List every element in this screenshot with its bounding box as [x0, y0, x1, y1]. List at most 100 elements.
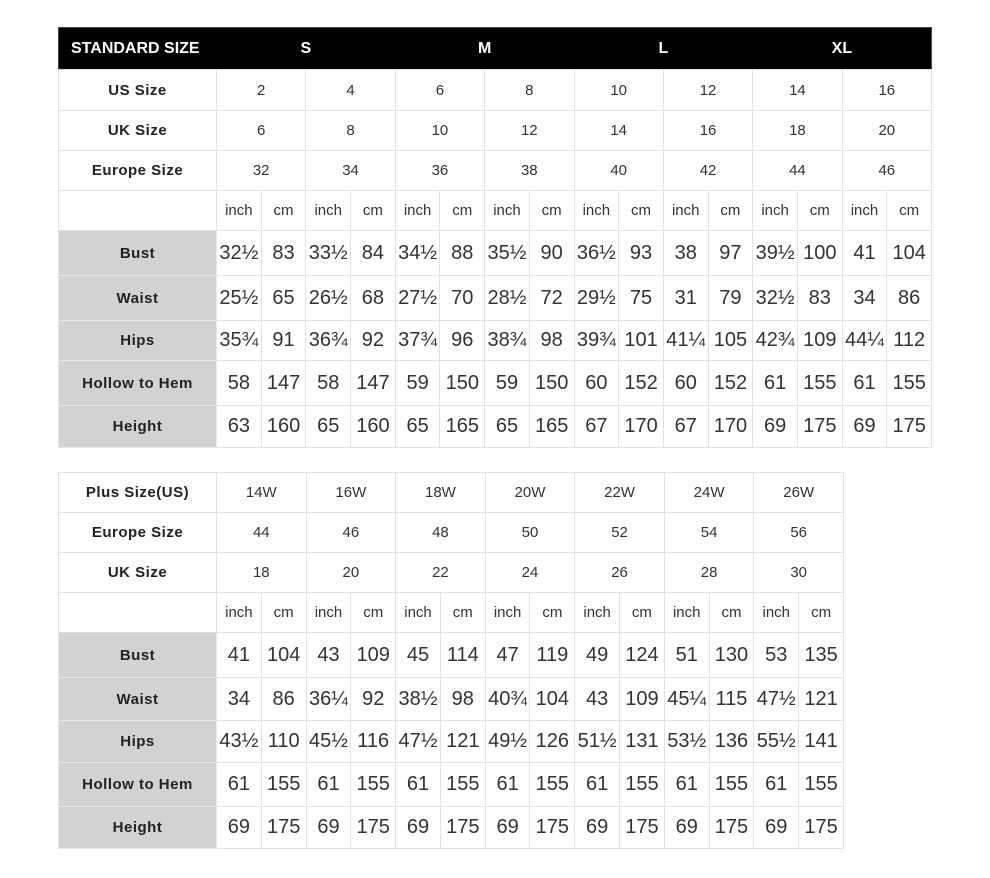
measurement-label: Hollow to Hem: [58, 360, 217, 406]
measurement-value: 58: [305, 360, 352, 406]
size-value: 14: [752, 69, 843, 111]
size-value: 38: [484, 150, 575, 191]
row-label: Plus Size(US): [58, 472, 217, 513]
size-value: 14W: [216, 472, 307, 513]
measurement-value: 155: [529, 762, 576, 807]
measurement-value: 61: [663, 762, 710, 807]
measurement-value: 69: [753, 806, 800, 849]
size-value: 42: [662, 150, 754, 191]
size-value: 8: [484, 69, 575, 111]
measurement-value: 72: [528, 275, 575, 321]
measurement-value: 175: [798, 806, 844, 849]
unit-inch: inch: [394, 190, 441, 231]
unit-cm: cm: [707, 190, 754, 231]
measurement-value: 32½: [752, 275, 798, 321]
unit-inch: inch: [305, 592, 352, 633]
measurement-value: 49: [574, 632, 621, 678]
measurement-value: 67: [573, 405, 620, 448]
measurement-value: 40¾: [484, 677, 531, 721]
measurement-value: 109: [350, 632, 397, 678]
standard-size-table: STANDARD SIZE S M L XL US Size 2 4 6 8 10 12 14 16 UK …: [58, 27, 933, 448]
measurement-value: 34: [216, 677, 262, 721]
size-row: Europe Size 44 46 48 50 52 54 56: [58, 512, 844, 553]
measurement-value: 49½: [484, 720, 531, 763]
size-value: 12: [662, 69, 754, 111]
header-size-l: L: [574, 27, 753, 70]
measurement-value: 121: [798, 677, 844, 721]
measurement-value: 69: [484, 806, 531, 849]
size-value: 26W: [753, 472, 844, 513]
measurement-value: 61: [484, 762, 531, 807]
measurement-value: 61: [753, 762, 800, 807]
measurement-value: 93: [618, 230, 664, 276]
size-value: 20W: [484, 472, 576, 513]
size-value: 30: [753, 552, 844, 593]
unit-cm: cm: [798, 592, 844, 633]
unit-inch: inch: [574, 592, 621, 633]
header-size-s: S: [216, 27, 396, 70]
unit-inch: inch: [216, 190, 262, 231]
size-value: 54: [663, 512, 755, 553]
measurement-value: 36¼: [305, 677, 352, 721]
measurement-value: 53½: [663, 720, 710, 763]
size-value: 44: [216, 512, 307, 553]
measurement-label: Waist: [58, 275, 217, 321]
size-value: 56: [753, 512, 844, 553]
measurement-value: 61: [574, 762, 621, 807]
unit-inch: inch: [753, 592, 800, 633]
size-value: 10: [573, 69, 664, 111]
measurement-value: 27½: [394, 275, 441, 321]
measurement-row: Hollow to Hem 58 147 58 147 59 150 59 150 60 152 60…: [58, 360, 932, 406]
measurement-value: 69: [841, 405, 888, 448]
measurement-value: 175: [439, 806, 486, 849]
measurement-value: 170: [707, 405, 754, 448]
measurement-row: Hips 43½ 110 45½ 116 47½ 121 49½ 126 51½ 131 53½ 136…: [58, 720, 844, 763]
size-value: 4: [305, 69, 396, 111]
row-label: Europe Size: [58, 150, 217, 191]
unit-cm: cm: [260, 190, 307, 231]
unit-cm: cm: [619, 592, 665, 633]
size-value: 50: [484, 512, 576, 553]
size-row: US Size 2 4 6 8 10 12 14 16: [58, 69, 933, 111]
measurement-value: 175: [260, 806, 307, 849]
measurement-value: 79: [707, 275, 754, 321]
measurement-value: 47½: [753, 677, 800, 721]
size-value: 6: [394, 69, 486, 111]
measurement-value: 69: [216, 806, 262, 849]
measurement-value: 38¾: [484, 320, 530, 361]
measurement-value: 55½: [753, 720, 800, 763]
measurement-label: Height: [58, 405, 217, 448]
measurement-value: 130: [708, 632, 755, 678]
measurement-value: 115: [708, 677, 755, 721]
unit-inch: inch: [395, 592, 441, 633]
measurement-value: 104: [260, 632, 307, 678]
measurement-value: 91: [260, 320, 307, 361]
header-title: STANDARD SIZE: [58, 27, 217, 70]
measurement-value: 26½: [305, 275, 352, 321]
row-label: US Size: [58, 69, 217, 111]
measurement-value: 116: [350, 720, 397, 763]
measurement-value: 155: [350, 762, 397, 807]
measurement-row: Bust 32½ 83 33½ 84 34½ 88 35½ 90 36½ 93 38 97 39½ 100 4…: [58, 230, 932, 276]
measurement-value: 92: [350, 677, 397, 721]
measurement-value: 96: [439, 320, 486, 361]
size-value: 36: [394, 150, 486, 191]
measurement-value: 109: [619, 677, 665, 721]
unit-inch: inch: [752, 190, 798, 231]
measurement-value: 41: [216, 632, 262, 678]
size-value: 32: [215, 150, 307, 191]
unit-inch: inch: [484, 190, 530, 231]
measurement-value: 84: [350, 230, 396, 276]
unit-inch: inch: [216, 592, 262, 633]
measurement-value: 92: [350, 320, 396, 361]
measurement-value: 41: [841, 230, 888, 276]
measurement-value: 150: [439, 360, 486, 406]
measurement-value: 60: [662, 360, 709, 406]
measurement-row: Hollow to Hem 61 155 61 155 61 155 61 155 61 155 61…: [58, 762, 844, 807]
measurement-value: 43½: [216, 720, 262, 763]
measurement-value: 147: [350, 360, 396, 406]
measurement-value: 45¼: [663, 677, 710, 721]
size-row: UK Size 6 8 10 12 14 16 18 20: [58, 110, 933, 151]
measurement-value: 63: [216, 405, 262, 448]
measurement-value: 69: [752, 405, 798, 448]
